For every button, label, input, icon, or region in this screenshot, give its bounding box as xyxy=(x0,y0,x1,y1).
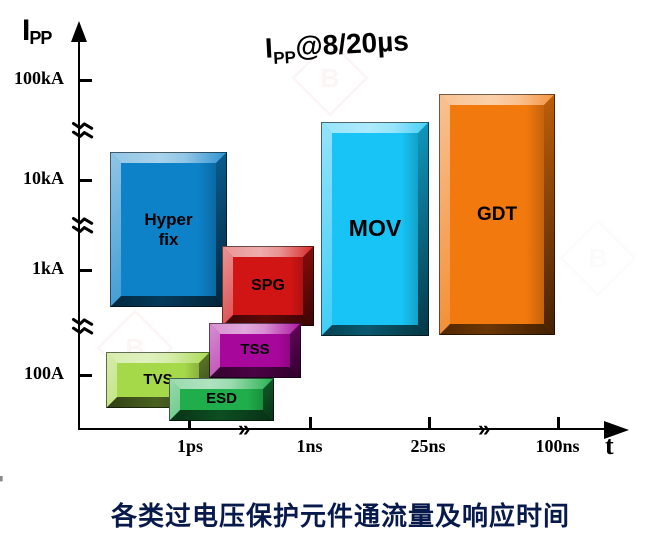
svg-text:B: B xyxy=(589,243,608,273)
svg-text:B: B xyxy=(321,63,340,93)
